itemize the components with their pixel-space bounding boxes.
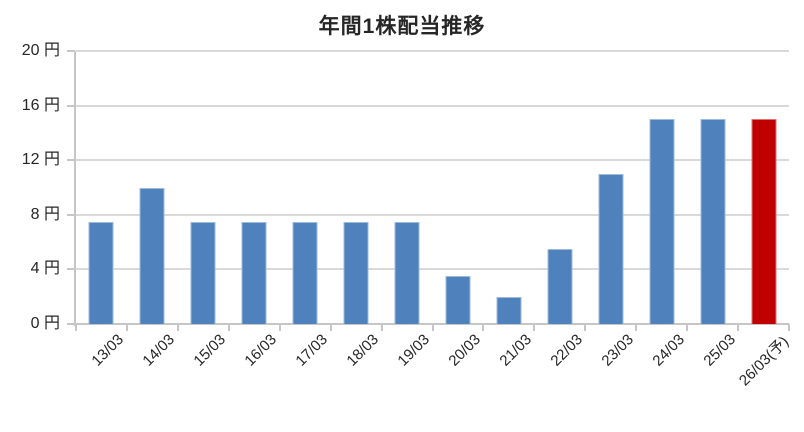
x-tick-label: 26/03(予) [735,333,792,390]
x-tick-label: 24/03 [649,331,688,370]
bar-slot [229,51,280,324]
y-axis-tick [67,159,75,162]
bar-slot [280,51,331,324]
bar-13/03 [88,221,114,324]
bar-20/03 [445,276,471,324]
x-axis-tick [584,324,587,331]
x-tick-label: 15/03 [190,331,230,370]
bar-slot [127,51,178,324]
bar-slot [483,51,534,324]
bar-slot [636,51,687,324]
bar-slot [433,51,484,324]
y-axis-tick [67,104,75,107]
bar-slot [382,51,433,324]
x-axis-tick [380,324,383,331]
x-tick-label: 16/03 [241,331,281,370]
x-tick-label: 17/03 [292,331,332,370]
x-axis-tick [125,324,128,331]
x-axis-tick [737,324,740,331]
x-tick-label: 13/03 [88,331,128,370]
y-tick-label: 12 円 [21,151,60,169]
y-axis-line [74,51,76,326]
bar-24/03 [649,119,675,324]
bar-slot [687,51,738,324]
bar-22/03 [547,248,573,324]
x-tick-label: 22/03 [547,331,586,370]
x-tick-label: 23/03 [598,331,637,370]
bar-23/03 [598,173,624,324]
x-tick-label: 19/03 [394,331,434,370]
x-axis-tick [431,324,434,331]
bar-slot [738,51,789,324]
gridline [76,268,789,271]
x-axis-labels: 13/03 14/03 15/03 16/03 17/03 18/03 19/03 20/03… [0,331,804,431]
x-axis-tick [533,324,536,331]
x-axis-tick [788,324,790,331]
bar-25/03 [700,119,726,324]
y-axis-tick [67,268,75,271]
y-axis-tick [67,50,75,52]
y-tick-label: 16 円 [21,96,60,114]
x-axis-tick [686,324,689,331]
bar-slot [331,51,382,324]
gridline [76,159,789,162]
y-axis-tick [67,213,75,216]
bar-26/03(予) [751,119,777,324]
bar-16/03 [241,221,267,324]
bar-slot [585,51,636,324]
gridline [76,50,789,52]
bar-slot [76,51,127,324]
y-tick-label: 20 円 [21,42,60,59]
bar-17/03 [292,221,318,324]
chart-title: 年間1株配当推移 [318,15,486,38]
x-tick-label: 18/03 [343,331,383,370]
y-tick-label: 8 円 [30,205,60,223]
gridline [76,104,789,107]
y-tick-label: 0 円 [30,315,60,332]
x-axis-tick [227,324,230,331]
gridline [76,213,789,216]
x-axis-tick [176,324,179,331]
plot-area [76,50,789,325]
x-axis-tick [75,324,77,331]
x-axis-tick [278,324,281,331]
x-axis-tick [635,324,638,331]
bar-slot [534,51,585,324]
bar-15/03 [190,221,216,324]
x-axis-tick [329,324,332,331]
x-tick-label: 25/03 [700,331,739,370]
x-tick-label: 14/03 [139,331,179,370]
x-axis-tick [482,324,485,331]
bar-18/03 [343,221,369,324]
x-tick-label: 21/03 [496,331,535,370]
bar-14/03 [139,187,165,324]
y-axis-tick [67,323,75,325]
y-tick-label: 4 円 [30,260,60,278]
x-tick-label: 20/03 [445,331,484,370]
bar-19/03 [394,221,420,324]
bar-slot [178,51,229,324]
bar-21/03 [496,296,522,324]
